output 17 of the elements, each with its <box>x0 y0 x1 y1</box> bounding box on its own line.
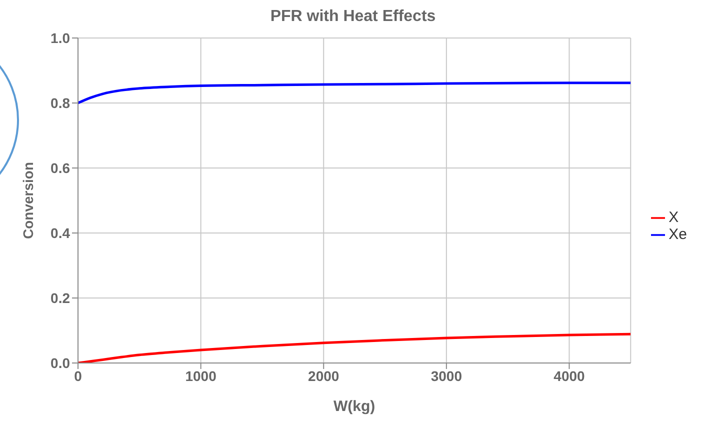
x-tick-label: 0 <box>74 368 82 384</box>
y-tick-label: 0.2 <box>50 290 70 306</box>
legend-label: Xe <box>668 226 687 242</box>
y-tick-label: 1.0 <box>50 30 70 46</box>
y-tick-label: 0.4 <box>50 224 70 241</box>
chart-title: PFR with Heat Effects <box>269 8 437 26</box>
legend-label: X <box>668 208 679 226</box>
y-axis-title: Conversion <box>20 162 36 240</box>
x-axis-title: W(kg) <box>333 398 376 415</box>
line-series <box>78 82 631 104</box>
y-tick-label: 0.8 <box>50 94 70 111</box>
y-tick-label: 0.0 <box>50 354 70 371</box>
x-tick-label: 3000 <box>430 368 462 384</box>
x-tick-label: 2000 <box>308 368 340 384</box>
x-tick-label: 1000 <box>185 368 217 384</box>
x-tick-label: 4000 <box>554 368 586 384</box>
y-tick-label: 0.6 <box>50 160 70 176</box>
